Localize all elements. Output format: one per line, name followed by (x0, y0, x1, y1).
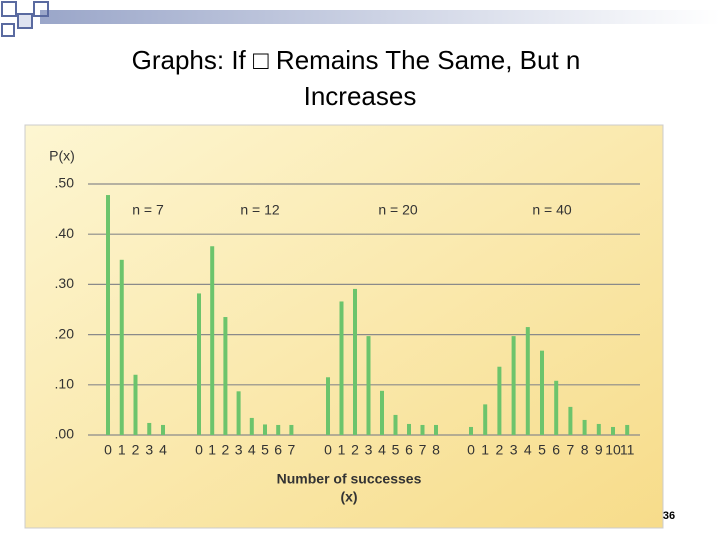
x-axis-label: (x) (340, 489, 357, 505)
annotation: n = 40 (532, 202, 572, 218)
x-tick-label: 6 (552, 442, 560, 458)
x-tick-label: 5 (538, 442, 546, 458)
x-tick-label: 8 (432, 442, 440, 458)
annotation: n = 20 (378, 202, 418, 218)
bar (197, 293, 201, 435)
x-tick-label: 2 (132, 442, 140, 458)
x-tick-label: 5 (392, 442, 400, 458)
bar (263, 424, 267, 435)
y-tick-label: .30 (55, 275, 75, 291)
bar (511, 336, 516, 435)
x-tick-label: 1 (481, 442, 489, 458)
x-tick-label: 1 (208, 442, 216, 458)
x-tick-label: 2 (351, 442, 359, 458)
y-tick-label: .00 (55, 426, 75, 442)
bar (326, 377, 330, 435)
x-tick-label: 6 (274, 442, 282, 458)
bar (434, 424, 438, 435)
x-tick-label: 1 (118, 442, 126, 458)
annotation: n = 7 (132, 202, 164, 218)
x-tick-label: 0 (467, 442, 475, 458)
x-tick-label: 3 (510, 442, 518, 458)
x-tick-label: 11 (620, 442, 635, 458)
x-axis-label: Number of successes (277, 471, 422, 487)
bar (119, 259, 124, 435)
x-tick-label: 7 (567, 442, 575, 458)
x-tick-label: 0 (324, 442, 332, 458)
bar (568, 406, 573, 435)
chart-background (24, 124, 664, 529)
bar (540, 350, 544, 435)
x-tick-label: 3 (145, 442, 153, 458)
bar (611, 426, 615, 435)
x-tick-label: 2 (222, 442, 230, 458)
x-tick-label: 10 (605, 442, 621, 458)
x-tick-label: 1 (338, 442, 346, 458)
bar (236, 391, 241, 435)
y-tick-label: .20 (55, 325, 75, 341)
x-tick-label: 4 (378, 442, 386, 458)
bar (276, 424, 281, 435)
bar (147, 422, 152, 435)
x-tick-label: 7 (419, 442, 427, 458)
annotation: n = 12 (240, 202, 280, 218)
bar (106, 195, 110, 435)
bar (483, 404, 488, 435)
bar (223, 317, 228, 435)
x-tick-label: 6 (405, 442, 413, 458)
y-axis-label: P(x) (49, 148, 75, 164)
bar (625, 424, 630, 435)
y-tick-label: .10 (55, 376, 75, 392)
bar (582, 419, 587, 435)
bar (353, 288, 357, 435)
bar (289, 424, 294, 435)
bar (161, 424, 165, 435)
plot: .00.10.20.30.40.50n = 70 1 2 3 4n = 120 1 2 3 4 5… (55, 175, 640, 458)
x-tick-label: 2 (496, 442, 504, 458)
page-number: 36 (663, 510, 675, 522)
decoration (1, 1, 720, 37)
bar (380, 390, 384, 435)
y-tick-label: .40 (55, 225, 75, 241)
bar (554, 380, 559, 435)
x-tick-label: 9 (595, 442, 603, 458)
bar (420, 424, 425, 435)
bar (366, 336, 371, 435)
x-tick-label: 5 (261, 442, 269, 458)
x-tick-label: 8 (581, 442, 589, 458)
x-tick-label: 4 (159, 442, 167, 458)
x-tick-label: 4 (248, 442, 256, 458)
bar (210, 246, 215, 435)
bar (596, 423, 601, 435)
x-tick-label: 0 (104, 442, 112, 458)
title: Graphs: If □ Remains The Same, But n (132, 45, 581, 75)
bar (525, 327, 530, 435)
x-tick-label: 3 (235, 442, 243, 458)
bar (407, 423, 411, 435)
bar (469, 426, 473, 435)
y-tick-label: .50 (55, 175, 75, 191)
x-tick-label: 0 (195, 442, 203, 458)
x-tick-label: 4 (524, 442, 532, 458)
bar (249, 417, 254, 435)
bar (133, 374, 138, 435)
bar (393, 414, 398, 435)
bar (497, 366, 502, 435)
bar (339, 301, 344, 435)
x-tick-label: 3 (365, 442, 373, 458)
title: Increases (304, 81, 417, 111)
x-tick-label: 7 (288, 442, 296, 458)
